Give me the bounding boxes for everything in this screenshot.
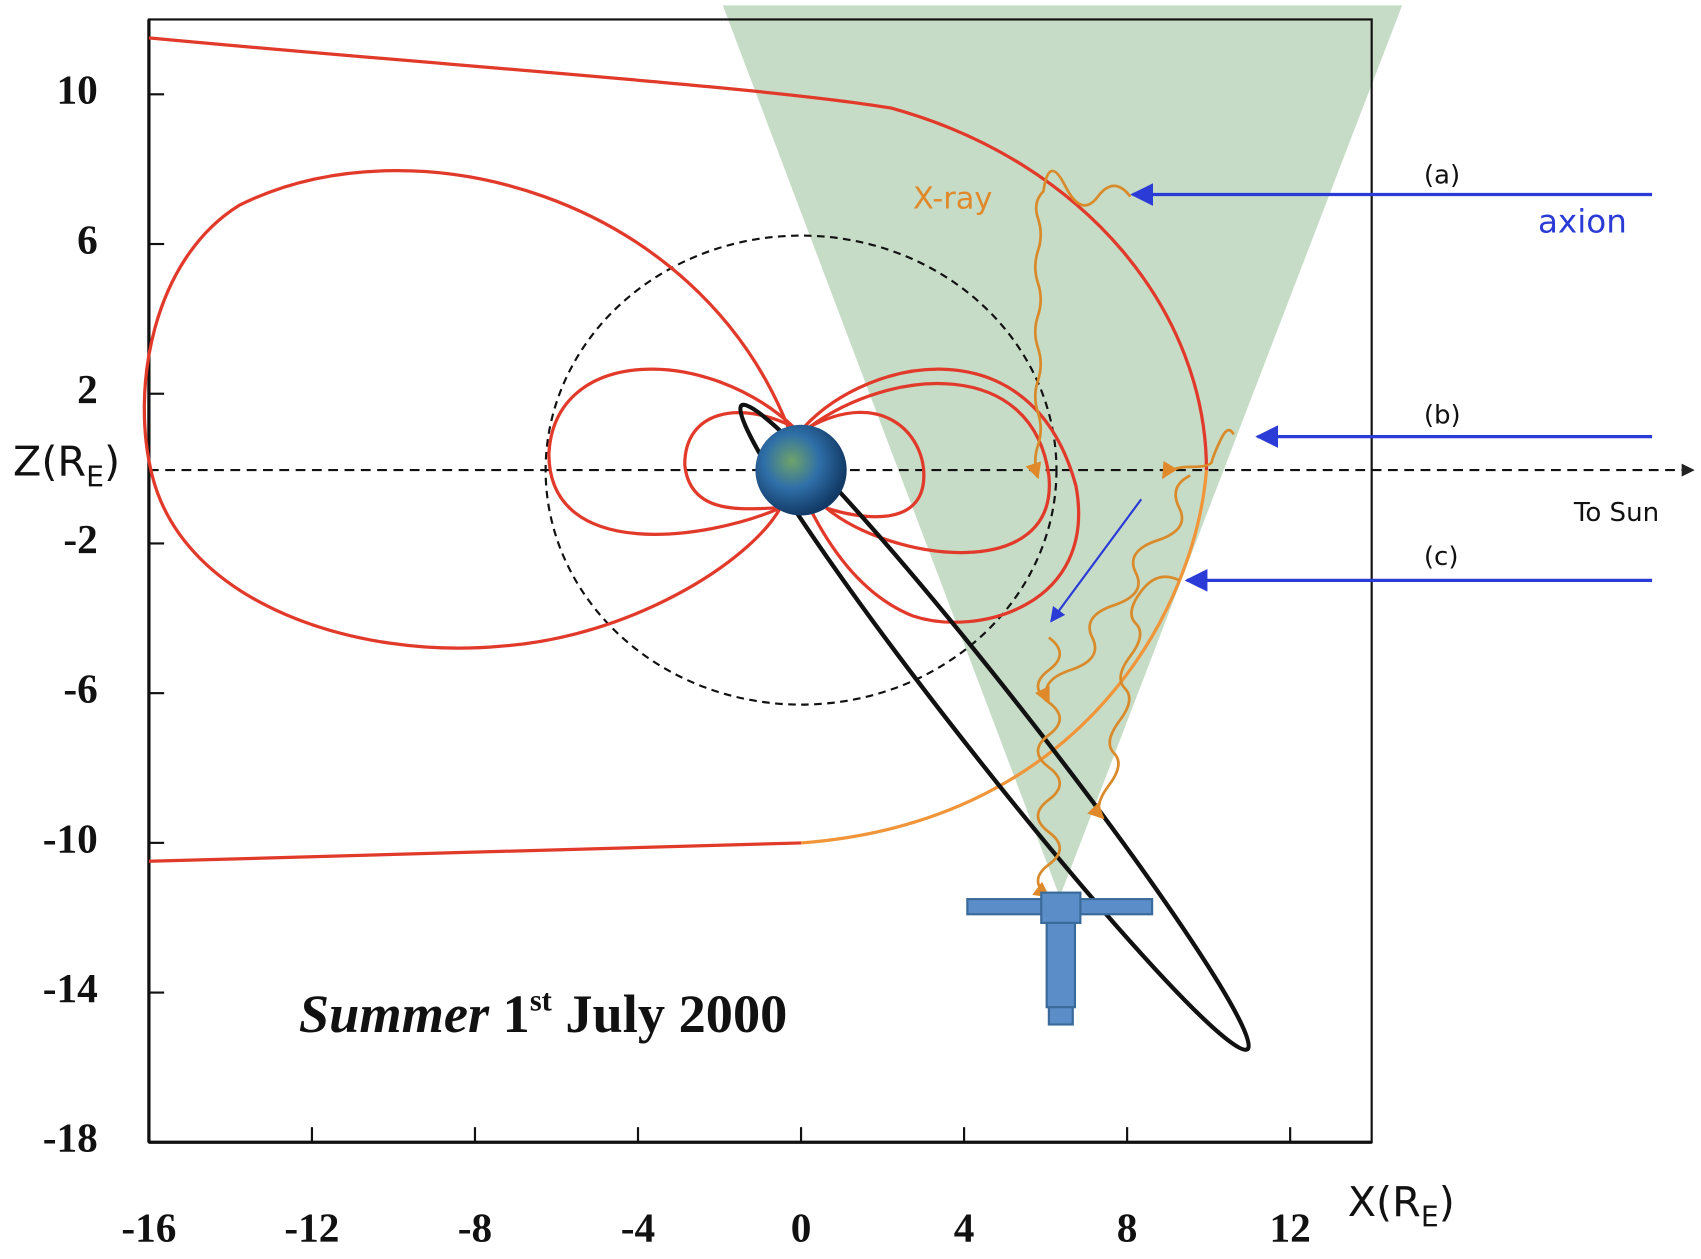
caption: Summer 1st July 2000: [299, 963, 787, 1044]
x-label-sub: E: [1421, 1201, 1439, 1234]
label-c: (c): [1424, 542, 1459, 572]
x-tick-label: 0: [791, 1205, 812, 1251]
y-tick-label: 6: [77, 217, 98, 263]
y-label-sub: E: [86, 460, 104, 493]
x-tick-label: -8: [458, 1205, 492, 1251]
x-tick-label: -12: [284, 1205, 339, 1251]
x-tick-label: -16: [121, 1205, 176, 1251]
x-label-close: ): [1439, 1178, 1455, 1226]
caption-date: July 2000: [565, 984, 787, 1044]
label-b: (b): [1424, 401, 1461, 431]
caption-day: 1: [503, 984, 530, 1044]
x-axis-label: X(RE): [1348, 1178, 1455, 1234]
x-tick-label: 8: [1117, 1205, 1138, 1251]
earth: [755, 425, 846, 516]
axion-label: axion: [1538, 202, 1627, 240]
y-tick-label: 10: [57, 67, 98, 113]
page: {"chart_data": {"type": "diagram", "xlim…: [0, 0, 1701, 1259]
x-label-main: X(R: [1348, 1178, 1421, 1226]
y-tick-label: -2: [63, 516, 97, 562]
chart: X-ray axion (a) (b) (c) To Sun Summer 1s…: [0, 0, 1701, 1259]
y-tick-label: -10: [43, 815, 98, 861]
x-tick-label: 4: [954, 1205, 975, 1251]
x-tick-label: -4: [621, 1205, 655, 1251]
xray-label: X-ray: [913, 182, 992, 217]
y-label-main: Z(R: [13, 438, 86, 486]
caption-suffix: st: [530, 984, 552, 1018]
caption-season: Summer: [299, 984, 490, 1044]
y-tick-label: -6: [63, 666, 97, 712]
y-axis-label: Z(RE): [13, 438, 120, 494]
y-tick-label: -18: [43, 1115, 98, 1161]
y-label-close: ): [104, 438, 120, 486]
x-tick-label: 12: [1270, 1205, 1311, 1251]
label-a: (a): [1424, 161, 1460, 191]
satellite: [967, 893, 1152, 1025]
y-tick-label: -14: [43, 965, 98, 1011]
sun-label: To Sun: [1573, 498, 1659, 528]
y-tick-label: 2: [77, 366, 98, 412]
